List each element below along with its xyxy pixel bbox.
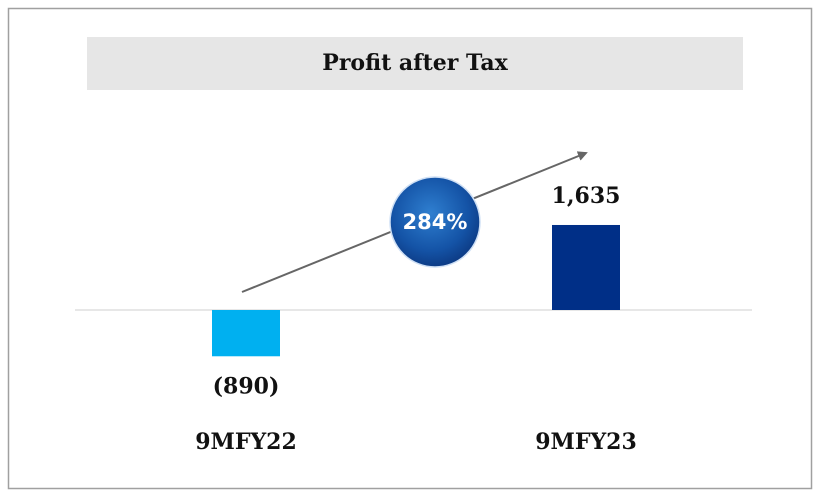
growth-bubble xyxy=(389,176,481,268)
chart-title: Profit after Tax xyxy=(322,50,508,76)
x-tick-label: 9MFY23 xyxy=(535,429,637,455)
title-band xyxy=(87,37,743,90)
x-tick-label: 9MFY22 xyxy=(195,429,297,455)
bar xyxy=(552,224,620,310)
growth-label: 284% xyxy=(403,210,468,234)
value-label: 1,635 xyxy=(552,183,621,209)
value-label: (890) xyxy=(213,373,280,399)
bar xyxy=(212,310,280,357)
